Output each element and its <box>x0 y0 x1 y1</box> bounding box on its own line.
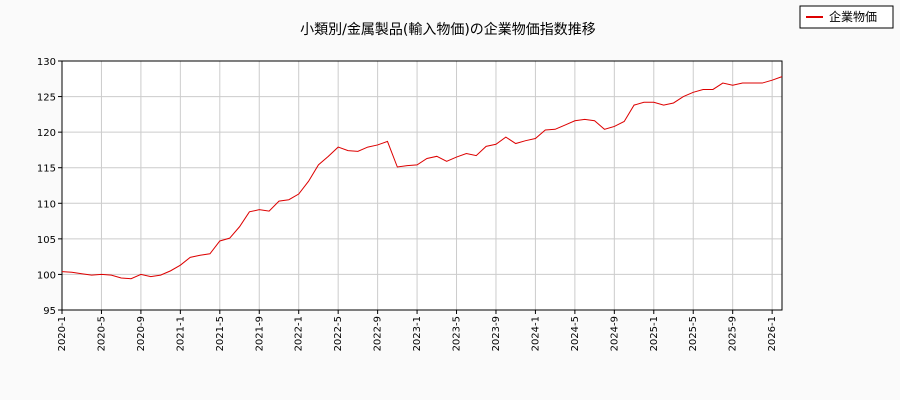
x-tick-label: 2020-5 <box>96 316 107 351</box>
x-tick-label: 2022-9 <box>373 316 384 351</box>
y-tick-label: 100 <box>37 270 56 281</box>
x-tick-label: 2023-9 <box>491 316 502 351</box>
y-tick-label: 95 <box>43 306 56 317</box>
x-tick-label: 2023-5 <box>452 316 463 351</box>
legend-box <box>799 5 894 29</box>
legend-label: 企業物価 <box>829 9 877 24</box>
axes: 95 100 105 110 115 120 125 130 2020-1 2020-5 2020-… <box>37 57 783 351</box>
x-tick-label: 2020-9 <box>136 316 147 351</box>
x-tick-label: 2021-5 <box>215 316 226 351</box>
x-tick-label: 2025-1 <box>649 316 660 351</box>
x-tick-label: 2024-9 <box>609 316 620 351</box>
x-tick-label: 2021-1 <box>175 316 186 351</box>
gridlines <box>61 60 782 311</box>
series-line-0 <box>61 76 783 280</box>
x-tick-label: 2022-5 <box>333 316 344 351</box>
plot-frame <box>61 60 783 311</box>
y-tick-label: 125 <box>37 93 56 104</box>
x-tick-label: 2020-1 <box>57 316 68 351</box>
y-tick-label: 130 <box>37 57 56 68</box>
chart-title: 小類別/金属製品(輸入物価)の企業物価指数推移 <box>300 21 596 38</box>
y-tick-label: 110 <box>37 199 56 210</box>
x-tick-label: 2023-1 <box>412 316 423 351</box>
series-lines <box>61 76 783 280</box>
x-tick-label: 2022-1 <box>294 316 305 351</box>
y-tick-label: 120 <box>37 128 56 139</box>
x-tick-label: 2024-5 <box>570 316 581 351</box>
y-tick-label: 115 <box>37 164 56 175</box>
x-tick-label: 2021-9 <box>254 316 265 351</box>
y-tick-label: 105 <box>37 235 56 246</box>
x-tick-label: 2025-9 <box>728 316 739 351</box>
legend: 企業物価 <box>799 5 894 29</box>
x-tick-label: 2025-5 <box>688 316 699 351</box>
x-tick-label: 2026-1 <box>767 316 778 351</box>
plot-area <box>62 61 782 310</box>
x-tick-label: 2024-1 <box>530 316 541 351</box>
